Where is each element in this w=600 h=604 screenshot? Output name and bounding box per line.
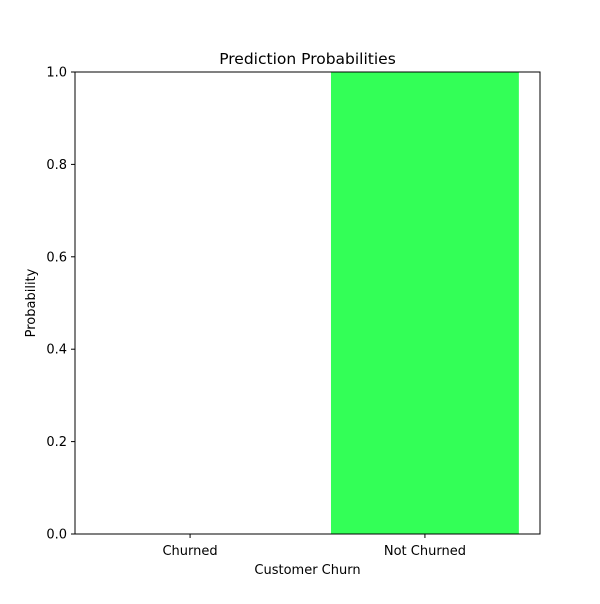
x-axis-ticks: Churned Not Churned xyxy=(162,534,466,559)
y-tick-label: 0.4 xyxy=(46,343,67,358)
y-tick-label: 0.8 xyxy=(46,158,67,173)
bar-not-churned xyxy=(330,72,519,534)
y-tick-label: 1.0 xyxy=(46,66,67,81)
y-tick-label: 0.0 xyxy=(46,528,67,543)
x-tick-label: Not Churned xyxy=(384,544,466,559)
bars-group xyxy=(330,72,519,534)
y-tick-label: 0.2 xyxy=(46,435,67,450)
plot-frame xyxy=(74,71,541,535)
y-axis-label: Probability xyxy=(24,268,39,337)
x-tick-label: Churned xyxy=(162,544,217,559)
y-axis-ticks: 0.0 0.2 0.4 0.6 0.8 1.0 xyxy=(46,66,75,543)
x-axis-label: Customer Churn xyxy=(254,563,360,578)
chart-title: Prediction Probabilities xyxy=(219,50,396,68)
y-tick-label: 0.6 xyxy=(46,250,67,265)
